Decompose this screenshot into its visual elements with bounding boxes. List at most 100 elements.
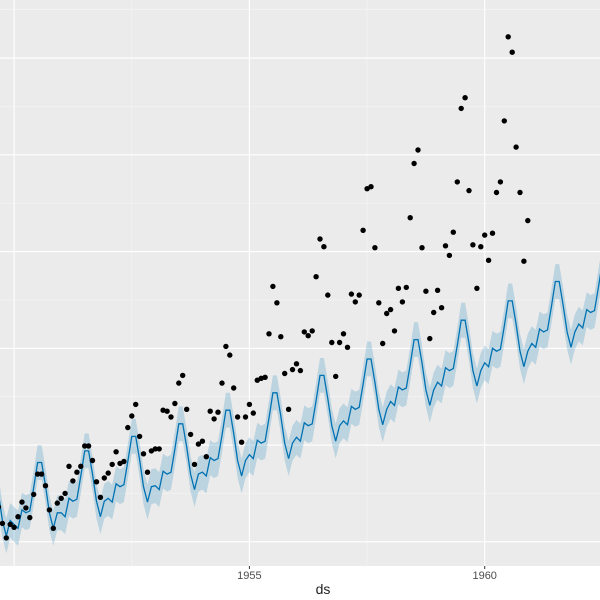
observed-point (344, 344, 351, 350)
observed-point (0, 520, 6, 527)
observed-point (23, 505, 29, 511)
observed-point (242, 414, 249, 420)
observed-point (140, 451, 147, 457)
observed-point (493, 189, 500, 196)
observed-point (352, 299, 358, 305)
observed-point (168, 414, 174, 420)
observed-point (207, 408, 213, 414)
observed-point (391, 328, 398, 334)
observed-point (474, 285, 480, 291)
observed-point (270, 283, 276, 290)
observed-point (42, 483, 49, 489)
observed-point (395, 285, 402, 291)
observed-point (97, 494, 104, 500)
observed-point (109, 461, 115, 468)
observed-point (525, 217, 531, 224)
x-axis-ticks (248, 566, 486, 569)
observed-point (501, 118, 507, 124)
observed-point (125, 424, 131, 431)
observed-point (470, 242, 476, 248)
observed-point (376, 300, 382, 306)
observed-point (333, 373, 339, 380)
observed-point (482, 232, 488, 238)
observed-point (293, 361, 300, 367)
observed-point (227, 352, 233, 358)
observed-point (434, 287, 441, 293)
observed-point (215, 409, 221, 415)
observed-point (313, 274, 319, 280)
observed-point (305, 333, 311, 339)
observed-point (340, 331, 347, 337)
observed-point (191, 461, 198, 468)
observed-point (15, 514, 21, 520)
observed-point (329, 339, 335, 346)
observed-point (133, 401, 139, 408)
observed-point (431, 309, 437, 316)
observed-point (62, 490, 68, 497)
observed-point (89, 457, 96, 464)
forecast-line (0, 273, 600, 537)
observed-point (82, 443, 88, 449)
observed-point (121, 458, 127, 465)
observed-points (0, 34, 531, 541)
observed-point (187, 431, 194, 438)
observed-point (144, 469, 151, 475)
observed-point (415, 147, 421, 153)
observed-point (203, 454, 209, 460)
observed-point (454, 179, 460, 185)
observed-point (489, 230, 496, 236)
observed-point (360, 227, 366, 233)
observed-point (427, 335, 433, 342)
observed-point (31, 491, 37, 498)
observed-point (58, 495, 64, 501)
major-gridlines (0, 0, 600, 566)
observed-point (450, 229, 456, 235)
observed-point (517, 189, 523, 196)
observed-point (348, 291, 355, 297)
observed-point (521, 258, 527, 264)
observed-point (497, 179, 504, 185)
observed-point (85, 443, 92, 449)
observed-point (164, 408, 170, 414)
observed-point (93, 479, 100, 485)
observed-point (289, 366, 296, 373)
observed-point (317, 236, 323, 242)
observed-point (172, 400, 178, 407)
observed-point (278, 334, 284, 340)
observed-point (266, 331, 272, 337)
observed-point (301, 329, 307, 335)
observed-point (446, 252, 453, 259)
observed-point (101, 475, 108, 481)
observed-point (46, 507, 53, 513)
observed-point (199, 438, 206, 444)
observed-point (74, 469, 80, 475)
observed-point (34, 471, 41, 477)
observed-point (0, 504, 2, 510)
observed-point (387, 306, 394, 313)
observed-point (129, 413, 135, 419)
observed-point (466, 187, 472, 194)
observed-point (274, 300, 280, 306)
observed-point (152, 446, 158, 452)
observed-point (458, 105, 464, 112)
observed-point (211, 416, 217, 422)
observed-point (297, 367, 304, 374)
observed-point (250, 410, 256, 416)
observed-point (356, 292, 362, 298)
observed-point (105, 470, 111, 476)
observed-point (11, 524, 17, 530)
observed-point (223, 343, 229, 350)
observed-point (411, 160, 417, 167)
observed-point (438, 305, 445, 311)
observed-point (384, 310, 390, 317)
observed-point (246, 401, 253, 408)
observed-point (136, 433, 143, 440)
observed-point (513, 144, 519, 150)
observed-point (3, 535, 9, 541)
observed-point (195, 441, 202, 447)
observed-point (27, 514, 33, 521)
observed-point (407, 215, 413, 221)
observed-point (180, 372, 186, 379)
observed-point (262, 374, 268, 380)
